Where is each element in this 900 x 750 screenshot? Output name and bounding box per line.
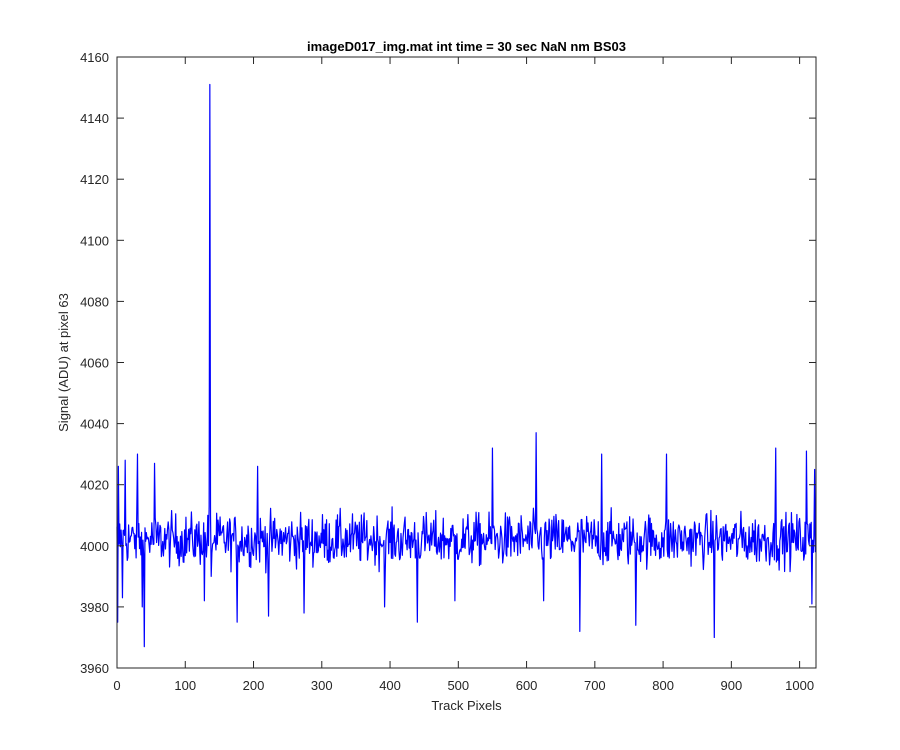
y-tick-label: 4100 bbox=[80, 233, 109, 248]
x-tick-label: 300 bbox=[311, 678, 333, 693]
y-tick-label: 4060 bbox=[80, 356, 109, 371]
y-tick-label: 4080 bbox=[80, 294, 109, 309]
x-tick-label: 800 bbox=[652, 678, 674, 693]
plot-area: 0 100 200 300 400 500 600 700 800 900 1000 3960 398… bbox=[80, 50, 817, 693]
y-axis-title: Signal (ADU) at pixel 63 bbox=[56, 293, 71, 432]
x-axis-ticks: 0 100 200 300 400 500 600 700 800 900 1000 bbox=[113, 57, 814, 693]
y-axis-ticks: 3960 3980 4000 4020 4040 4060 4080 4100 4120 4140… bbox=[80, 50, 816, 676]
x-tick-label: 900 bbox=[721, 678, 743, 693]
y-tick-label: 4000 bbox=[80, 539, 109, 554]
y-tick-label: 4160 bbox=[80, 50, 109, 65]
x-tick-label: 200 bbox=[243, 678, 265, 693]
y-tick-label: 4020 bbox=[80, 478, 109, 493]
series-line bbox=[116, 83, 816, 648]
axes-box bbox=[116, 56, 817, 669]
y-tick-label: 3980 bbox=[80, 600, 109, 615]
y-tick-label: 4040 bbox=[80, 417, 109, 432]
x-tick-label: 600 bbox=[516, 678, 538, 693]
axes-frame bbox=[116, 56, 817, 669]
y-tick-label: 3960 bbox=[80, 661, 109, 676]
x-tick-label: 700 bbox=[584, 678, 606, 693]
x-tick-label: 100 bbox=[174, 678, 196, 693]
y-tick-label: 4120 bbox=[80, 172, 109, 187]
x-tick-label: 0 bbox=[113, 678, 120, 693]
x-axis-title: Track Pixels bbox=[431, 698, 502, 713]
x-tick-label: 1000 bbox=[785, 678, 814, 693]
x-tick-label: 500 bbox=[447, 678, 469, 693]
x-tick-label: 400 bbox=[379, 678, 401, 693]
chart-title: imageD017_img.mat int time = 30 sec NaN … bbox=[307, 39, 626, 54]
y-tick-label: 4140 bbox=[80, 111, 109, 126]
series-layer bbox=[116, 83, 816, 648]
